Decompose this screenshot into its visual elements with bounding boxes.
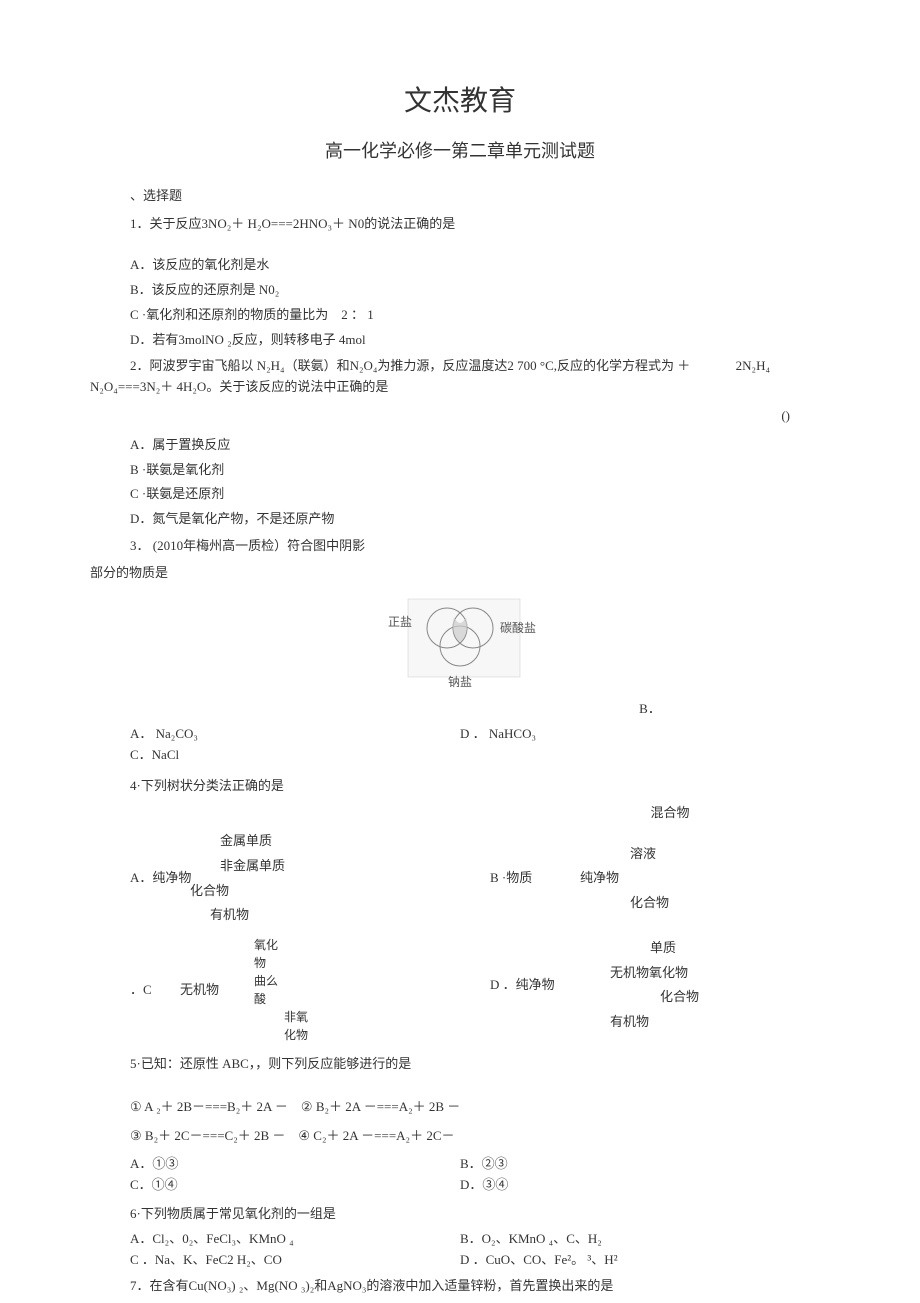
venn-bottom-label: 钠盐: [448, 674, 472, 689]
q5-eq2: ③ B₂＋ 2C－===C₂＋ 2B － ④ C₂＋ 2A －===A₂＋ 2C…: [130, 1126, 830, 1147]
q2-paren: (): [90, 406, 790, 427]
q6-opt-c: C ．Na、K、FeC2 H₂、CO: [130, 1250, 460, 1271]
q4-text: 4·下列树状分类法正确的是: [130, 776, 830, 797]
q6-opt-b: B．O₂、KMnO ₄、C、H₂: [460, 1229, 790, 1250]
q2-opt-c: C ·联氨是还原剂: [130, 484, 830, 505]
main-title: 文杰教育: [90, 80, 830, 125]
q2-opt-b: B ·联氨是氧化剂: [130, 460, 830, 481]
q5-opt-d: D．③④: [460, 1175, 790, 1196]
q7-text: 7．在含有Cu(NO₃) ₂、Mg(NO ₃)₂和AgNO₃的溶液中加入适量锌粉…: [130, 1276, 830, 1297]
q4-b-b3: 化合物: [630, 891, 669, 916]
venn-right-label: 碳酸盐: [500, 620, 536, 635]
q4-a-b1: 金属单质: [220, 829, 285, 854]
q4-d-b3: 化合物: [660, 985, 699, 1010]
q2-opt-a: A．属于置换反应: [130, 435, 830, 456]
q5-text: 5·已知：还原性 ABC，，则下列反应能够进行的是: [130, 1054, 830, 1075]
q4-c-b6: 曲么: [254, 972, 308, 990]
q3-text: 3． (2010年梅州高一质检）符合图中阴影: [130, 536, 830, 557]
q1-opt-d: D．若有3molNO ₂反应，则转移电子 4mol: [130, 330, 830, 351]
q4-c-b1: 氧化: [254, 936, 308, 954]
q1-text: 1．关于反应3NO₂＋ H₂O===2HNO₃＋ N0的说法正确的是: [130, 214, 830, 235]
q4-b-label: B ·物质: [490, 842, 580, 916]
q6-opt-a: A．Cl₂、0₂、FeCl₃、KMnO ₄: [130, 1229, 460, 1250]
q4-a-b3: 化合物: [190, 879, 285, 904]
q4-d-label: D ．纯净物: [490, 975, 580, 996]
q3-opt-c: C．NaCl: [130, 745, 460, 766]
q3-opt-d: D ． NaHCO₃: [460, 724, 760, 745]
q4-a-b2: 非金属单质: [220, 854, 285, 879]
q1-opt-b: B．该反应的还原剂是 N0₂: [130, 280, 830, 301]
q6-opt-d: D ．CuO、CO、Fe²。 ³、H²: [460, 1250, 790, 1271]
q2-right-frag: 2N₂H₄: [736, 356, 770, 377]
section-label: 、选择题: [130, 186, 830, 207]
q5-eq1: ① A ₂＋ 2B－===B₂＋ 2A － ② B₂＋ 2A －===A₂＋ 2…: [130, 1097, 830, 1118]
q4-c-b4: 非氧: [284, 1008, 308, 1026]
q4-c-b5: 化物: [284, 1026, 308, 1044]
q4-c-b3: 酸: [254, 990, 308, 1008]
q4-row-ab: A．纯净物 金属单质 非金属单质 化合物 有机物 B ·物质 溶液 纯净物 化合…: [130, 829, 830, 928]
q4-d-b2: 无机物氧化物: [610, 961, 699, 986]
q2-opt-d: D．氮气是氧化产物，不是还原产物: [130, 509, 830, 530]
q4-row-cd: ．C 无机物 氧化 物 曲么 酸 非氧 化物 D ．纯净物 单质 无机物氧化物 …: [130, 936, 830, 1044]
q6-text: 6·下列物质属于常见氧化剂的一组是: [130, 1204, 830, 1225]
venn-left-label: 正盐: [388, 615, 412, 629]
q4-d-b1: 单质: [650, 936, 699, 961]
q1-opt-a: A．该反应的氧化剂是水: [130, 255, 830, 276]
q5-opt-c: C．①④: [130, 1175, 460, 1196]
q1-opt-c: C ·氧化剂和还原剂的物质的量比为 2 ： 1: [130, 305, 830, 326]
q4-a-b4: 有机物: [210, 903, 285, 928]
q2-line1: 2．阿波罗宇宙飞船以 N₂H₄（联氨）和N₂O₄为推力源，反应温度达2 700 …: [130, 356, 830, 377]
q4-b-b1: 溶液: [630, 842, 669, 867]
q3-opt-a: A． Na₂CO₃: [130, 724, 460, 745]
venn-diagram: 正盐 碳酸盐 钠盐: [90, 594, 830, 696]
q3-opt-b: B．: [470, 699, 830, 720]
q4-d-b4: 有机物: [610, 1010, 699, 1035]
sub-title: 高一化学必修一第二章单元测试题: [90, 137, 830, 166]
q4-c-b2: 物: [254, 954, 308, 972]
q5-opt-a: A．①③: [130, 1154, 460, 1175]
q3-text2: 部分的物质是: [90, 563, 830, 584]
q4-c-label: ．C: [130, 980, 180, 1001]
q4-c-inorg: 无机物: [180, 980, 230, 1001]
q4-b-b2: 纯净物: [580, 866, 669, 891]
q5-opt-b: B．②③: [460, 1154, 790, 1175]
q2-line2: N₂O₄===3N₂＋ 4H₂O。关于该反应的说法中正确的是: [90, 377, 830, 398]
q4-mix: 混合物: [510, 803, 830, 824]
